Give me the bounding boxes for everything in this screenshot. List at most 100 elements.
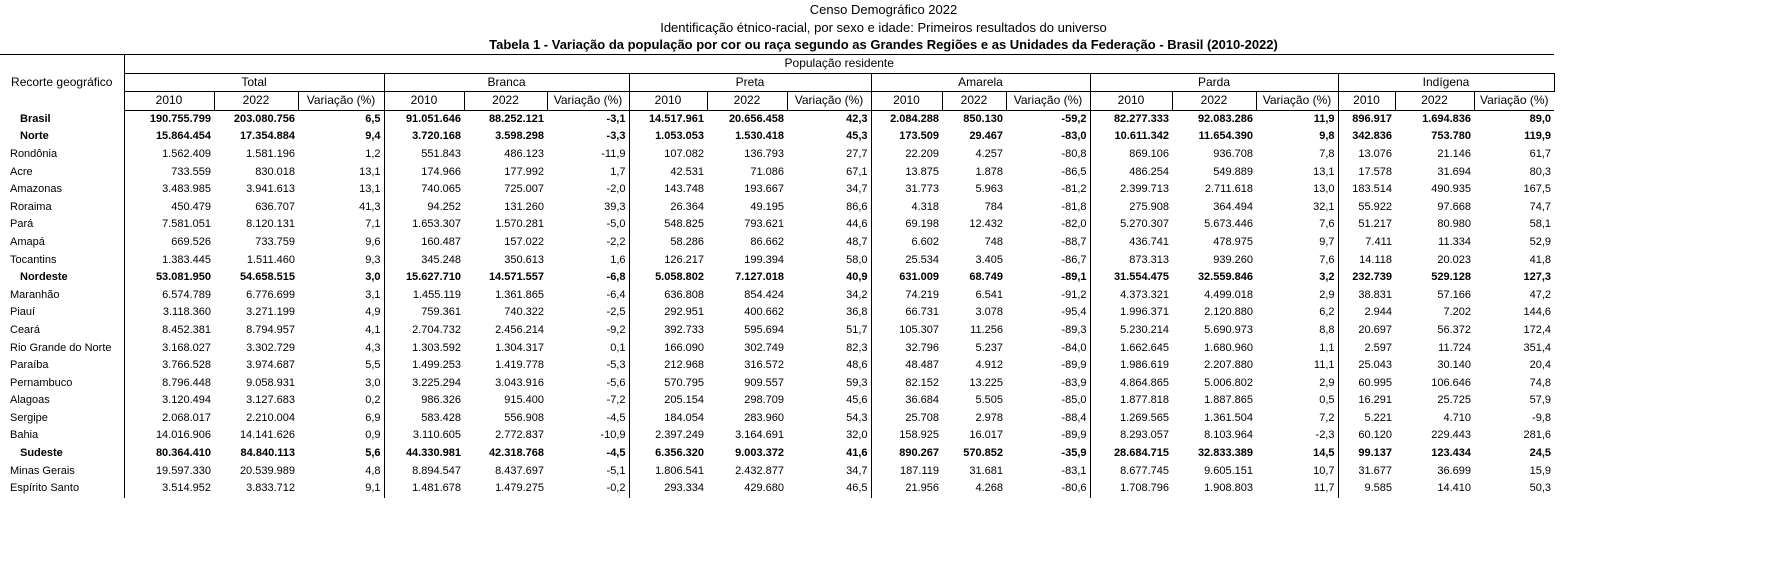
group-header-amarela: Amarela — [870, 73, 1091, 93]
table-cell: 14.517.961 — [628, 110, 707, 129]
table-cell: 5,5 — [365, 359, 381, 372]
table-cell: 3.598.298 — [495, 130, 544, 143]
table-cell: 8.120.131 — [246, 218, 295, 231]
table-cell: 30.140 — [1437, 359, 1471, 372]
table-row: Rio Grande do Norte 3.168.027 3.302.729 4,3… — [0, 339, 1554, 358]
subheader-preta-2: Variação (%) — [786, 91, 871, 111]
table-cell: 6,5 — [365, 112, 381, 125]
table-cell: 636.808 — [628, 286, 707, 305]
table-cell: 167,5 — [1523, 183, 1551, 196]
table-cell: 753.780 — [1431, 130, 1471, 143]
table-cell: 58,0 — [846, 253, 868, 266]
table-cell: 8.452.381 — [123, 321, 214, 340]
table-cell: 345.248 — [383, 251, 464, 270]
row-label: Alagoas — [0, 392, 125, 410]
table-cell: 7,8 — [1319, 147, 1335, 160]
subheader-branca-1: 2022 — [463, 91, 547, 111]
table-cell: 1.708.796 — [1089, 480, 1172, 498]
table-cell: 3.127.683 — [246, 394, 295, 407]
table-cell: 3.225.294 — [383, 374, 464, 393]
table-cell: 342.836 — [1337, 128, 1395, 146]
table-row: Amapá 669.526 733.759 9,6 160.487 157.022 -2,2… — [0, 233, 1554, 252]
table-cell: 74,8 — [1529, 376, 1551, 389]
table-cell: -0,2 — [606, 482, 626, 495]
table-cell: 1.269.565 — [1089, 409, 1172, 428]
table-cell: 9,4 — [365, 130, 381, 143]
geo-header: Recorte geográfico — [0, 54, 125, 111]
table-cell: 3.720.168 — [383, 128, 464, 146]
table-cell: 32.833.389 — [1197, 447, 1253, 460]
table-cell: 302.749 — [744, 341, 784, 354]
row-label: Amapá — [0, 233, 125, 252]
table-cell: -82,0 — [1061, 218, 1087, 231]
census-title: Censo Demográfico 2022 — [809, 2, 958, 17]
table-cell: 8.794.957 — [246, 323, 295, 336]
table-cell: 174.966 — [383, 163, 464, 182]
table-cell: 2,9 — [1319, 376, 1335, 389]
table-cell: 292.951 — [628, 304, 707, 322]
table-cell: 9,7 — [1319, 235, 1335, 248]
table-cell: 436.741 — [1089, 233, 1172, 252]
table-cell: 9.585 — [1337, 480, 1395, 498]
table-cell: 52,9 — [1529, 235, 1551, 248]
table-cell: 896.917 — [1337, 110, 1395, 129]
table-cell: 232.739 — [1337, 269, 1395, 287]
table-cell: 38.831 — [1337, 286, 1395, 305]
table-cell: 71.086 — [750, 165, 784, 178]
table-cell: -5,6 — [606, 376, 626, 389]
table-cell: -11,9 — [601, 147, 626, 160]
table-cell: 490.935 — [1431, 183, 1471, 196]
table-cell: 74.219 — [870, 286, 942, 305]
table-cell: 6.356.320 — [628, 445, 707, 463]
table-cell: 1.481.678 — [383, 480, 464, 498]
table-cell: 54.658.515 — [239, 271, 295, 284]
table-cell: 915.400 — [504, 394, 544, 407]
row-label: Nordeste — [0, 269, 125, 287]
table-cell: 29.467 — [969, 130, 1003, 143]
table-cell: 16.017 — [969, 429, 1003, 442]
table-cell: 570.795 — [628, 374, 707, 393]
table-cell: 136.793 — [744, 147, 784, 160]
table-cell: 3.833.712 — [246, 482, 295, 495]
table-cell: 13,1 — [1313, 165, 1335, 178]
table-cell: 4.499.018 — [1204, 288, 1253, 301]
table-cell: 11.724 — [1438, 341, 1471, 354]
table-cell: 25.708 — [870, 409, 942, 428]
table-cell: 2.397.249 — [628, 427, 707, 446]
table-cell: 5.963 — [975, 183, 1003, 196]
table-cell: 47,2 — [1529, 288, 1551, 301]
subheader-branca-2: Variação (%) — [546, 91, 629, 111]
table-cell: 3.405 — [975, 253, 1003, 266]
table-cell: 429.680 — [744, 482, 784, 495]
table-cell: 3.118.360 — [123, 304, 214, 322]
row-label: Sudeste — [0, 445, 125, 463]
table-cell: 733.559 — [123, 163, 214, 182]
table-cell: 2.978 — [975, 411, 1003, 424]
table-cell: 34,7 — [846, 464, 868, 477]
table-cell: 1,2 — [365, 147, 381, 160]
table-row: Pará 7.581.051 8.120.131 7,1 1.653.307 1.570.… — [0, 216, 1554, 234]
table-row: Nordeste 53.081.950 54.658.515 3,0 15.627.71… — [0, 269, 1554, 287]
table-cell: 7,2 — [1319, 411, 1335, 424]
table-cell: 41,3 — [359, 200, 381, 213]
group-header-total: Total — [123, 73, 385, 93]
subheader-total-0: 2010 — [123, 91, 214, 111]
table-cell: 1.511.460 — [246, 253, 295, 266]
table-cell: -86,5 — [1061, 165, 1087, 178]
table-cell: 41,8 — [1529, 253, 1551, 266]
table-cell: 669.526 — [123, 233, 214, 252]
table-cell: 11,9 — [1313, 112, 1335, 125]
table-row: Pernambuco 8.796.448 9.058.931 3,0 3.225.294… — [0, 374, 1554, 393]
table-cell: -2,0 — [606, 183, 626, 196]
table-cell: -80,6 — [1061, 482, 1087, 495]
table-cell: -5,1 — [606, 464, 626, 477]
table-cell: 793.621 — [744, 218, 784, 231]
table-cell: 2.207.880 — [1204, 359, 1253, 372]
table-cell: 740.065 — [383, 181, 464, 199]
table-cell: 0,5 — [1319, 394, 1335, 407]
table-cell: -5,3 — [606, 359, 626, 372]
table-cell: 733.759 — [255, 235, 295, 248]
table-cell: 583.428 — [383, 409, 464, 428]
table-cell: 13,1 — [359, 165, 381, 178]
table-cell: 6,9 — [365, 411, 381, 424]
